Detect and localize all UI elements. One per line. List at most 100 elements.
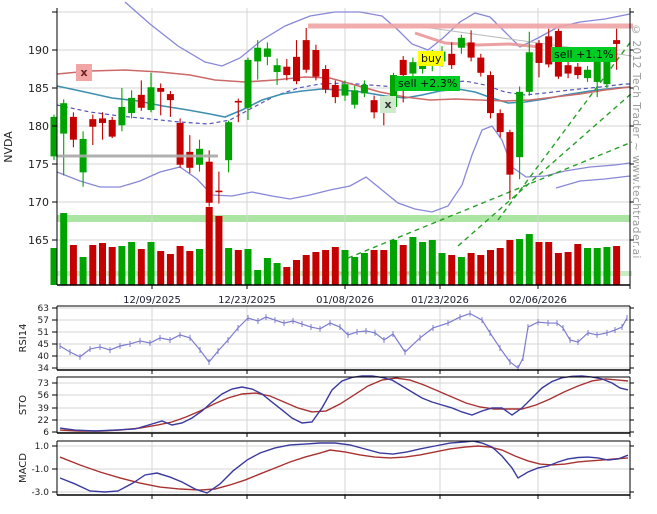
volume-bar <box>448 255 456 285</box>
candle <box>176 122 184 165</box>
volume-bar <box>108 247 116 285</box>
x-axis-date-label: 01/08/2026 <box>316 295 374 306</box>
volume-bar <box>50 248 58 285</box>
candle <box>593 53 601 82</box>
candle <box>50 116 58 157</box>
volume-bar <box>166 254 174 285</box>
volume-bar <box>360 253 368 285</box>
volume-bar <box>60 213 68 285</box>
candle <box>118 107 126 126</box>
candle <box>244 59 252 108</box>
volume-bar <box>487 250 494 285</box>
volume-bar <box>196 249 203 285</box>
candle <box>273 65 281 73</box>
candle <box>215 190 223 193</box>
volume-bar <box>176 246 184 285</box>
volume-bars <box>50 207 621 285</box>
gridlines <box>57 441 630 495</box>
candle <box>351 90 359 105</box>
volume-bar <box>205 207 213 285</box>
candle <box>516 91 524 158</box>
volume-bar <box>312 252 320 285</box>
watermark: © 2012 Tech Trader ~ www.techtrader.ai <box>630 24 642 259</box>
y-axis-tick-label: 1.0 <box>35 442 50 452</box>
volume-bar <box>467 253 475 285</box>
sell-annotation-2[interactable]: sell +1.1% <box>551 47 617 62</box>
candle <box>137 94 145 108</box>
volume-bar <box>370 250 378 285</box>
volume-bar <box>99 243 106 285</box>
gridlines <box>57 377 630 433</box>
buy-signal-x-marker[interactable]: x <box>380 96 396 113</box>
volume-bar <box>593 248 601 285</box>
candle <box>283 66 291 76</box>
candle <box>409 62 417 74</box>
volume-bar <box>137 249 145 285</box>
volume-bar <box>118 246 126 285</box>
volume-bar <box>428 240 436 285</box>
rsi-line <box>59 310 628 371</box>
trend-fan-dashed <box>347 39 633 259</box>
candle <box>225 122 233 161</box>
candle <box>254 47 262 62</box>
volume-bar <box>341 250 349 285</box>
sto-percent-d <box>59 377 629 432</box>
candles <box>50 27 621 207</box>
volume-bar <box>564 252 572 285</box>
y-axis-tick-label: 185 <box>28 82 49 95</box>
macd-panel-label: MACD <box>18 453 29 483</box>
volume-bar <box>273 263 281 285</box>
y-axis-tick-label: 175 <box>28 158 49 171</box>
y-axis-tick-label: 39 <box>38 404 50 414</box>
candle <box>496 113 504 133</box>
axes: 190 185 180 175 170 165 63 57 51 45 40 34 73 56 39 22 6 1… <box>28 8 634 499</box>
volume-bar <box>380 250 388 285</box>
y-axis-tick-label: 22 <box>38 416 49 426</box>
rsi-panel-label: RSI14 <box>18 323 29 353</box>
volume-bar <box>477 255 485 285</box>
candle <box>370 100 378 113</box>
y-axis-tick-label: 63 <box>38 304 49 314</box>
volume-bar <box>351 257 359 285</box>
y-axis-tick-label: 34 <box>38 364 50 374</box>
volume-bar <box>603 247 611 285</box>
macd-line <box>59 440 629 494</box>
candle <box>564 65 572 74</box>
y-axis-tick-label: 45 <box>38 340 49 350</box>
volume-bar <box>89 245 97 285</box>
sto-percent-k <box>59 375 629 432</box>
candle <box>186 151 194 168</box>
volume-bar <box>79 257 87 285</box>
candle <box>69 116 77 140</box>
candle <box>360 84 368 94</box>
candle <box>457 37 465 48</box>
candle <box>487 75 494 114</box>
candle <box>574 66 582 76</box>
candle <box>584 69 591 79</box>
candle <box>448 53 456 66</box>
y-axis-tick-label: 170 <box>28 196 49 209</box>
volume-bar <box>409 237 417 285</box>
sell-signal-x-marker[interactable]: x <box>76 64 92 81</box>
buy-annotation[interactable]: buy <box>418 51 445 66</box>
candle <box>89 119 97 127</box>
macd-signal-line <box>59 445 629 491</box>
volume-bar <box>331 247 339 285</box>
sell-annotation-1[interactable]: sell +2.3% <box>395 76 461 91</box>
volume-bar <box>263 258 271 285</box>
candle <box>99 118 106 123</box>
candle <box>506 132 514 175</box>
y-axis-tick-label: 6 <box>43 428 49 438</box>
x-axis-date-label: 12/09/2025 <box>123 295 181 306</box>
candle <box>390 75 397 107</box>
volume-bar <box>525 234 533 285</box>
symbol-label: NVDA <box>2 131 15 163</box>
candle <box>603 55 611 85</box>
candle <box>108 119 116 137</box>
candle <box>302 40 310 70</box>
volume-bar <box>147 242 155 285</box>
volume-bar <box>157 251 165 285</box>
volume-bar <box>613 246 621 285</box>
candle <box>331 84 339 98</box>
